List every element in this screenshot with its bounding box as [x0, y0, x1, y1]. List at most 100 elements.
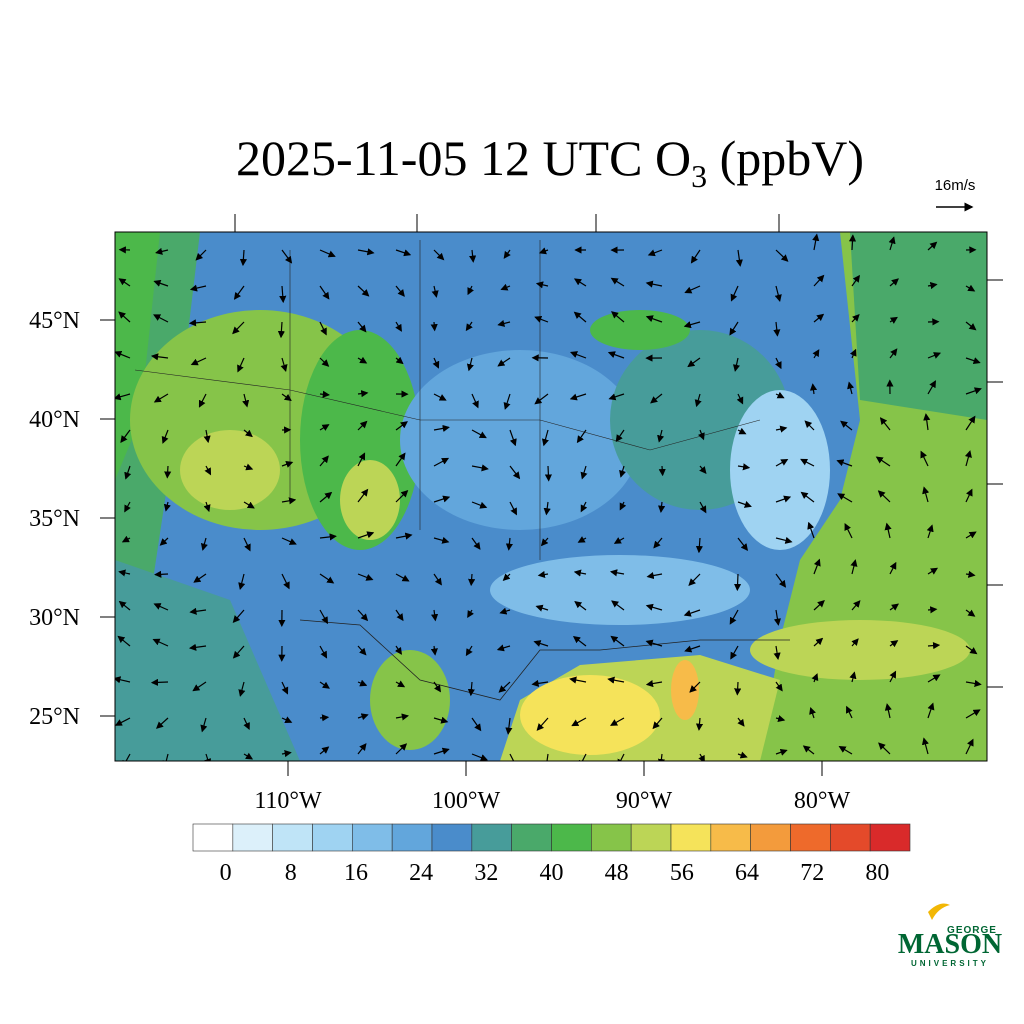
wind-arrow: [357, 573, 374, 581]
colorbar-label: 64: [735, 860, 759, 886]
wind-arrow: [533, 640, 549, 647]
wind-arrow: [467, 285, 474, 296]
colorbar-label: 16: [344, 860, 368, 886]
wind-arrow: [471, 501, 488, 509]
wind-arrow: [578, 753, 587, 761]
wind-arrow: [775, 536, 793, 544]
wind-arrow: [431, 285, 439, 298]
wind-arrow: [496, 644, 511, 652]
wind-arrow: [469, 249, 477, 263]
wind-arrow: [159, 537, 169, 546]
wind-arrow: [357, 420, 368, 431]
wind-arrow: [471, 429, 487, 439]
wind-arrow: [531, 679, 549, 687]
wind-arrow: [153, 393, 169, 403]
wind-arrow: [877, 490, 891, 503]
wind-arrow: [395, 532, 413, 540]
wind-arrow: [775, 357, 782, 370]
wind-arrow: [319, 390, 330, 398]
wind-arrow: [811, 673, 819, 683]
wind-arrow: [965, 284, 976, 292]
wind-arrow: [281, 249, 293, 264]
wind-arrow: [190, 357, 207, 366]
wind-arrow: [538, 247, 549, 255]
wind-arrow: [736, 393, 744, 405]
wind-arrow: [645, 603, 663, 611]
colorbar-label: 40: [540, 860, 564, 886]
wind-arrow: [395, 452, 406, 467]
wind-arrow: [540, 537, 549, 547]
wind-arrow: [198, 393, 207, 408]
wind-arrow: [775, 748, 788, 756]
wind-arrow: [433, 573, 442, 586]
frame-ticks: [234, 214, 1003, 688]
wind-arrow: [541, 429, 549, 447]
wind-arrow: [646, 571, 663, 580]
wind-arrow: [243, 501, 255, 509]
wind-arrow: [509, 501, 517, 516]
wind-arrow: [233, 285, 245, 300]
wind-arrow: [433, 747, 450, 755]
wind-arrow: [238, 681, 246, 697]
wind-arrow: [357, 248, 375, 256]
wind-arrow: [737, 427, 747, 435]
colorbar-label: 24: [409, 860, 433, 886]
wind-arrow: [534, 393, 549, 405]
wind-arrow: [645, 639, 663, 647]
wind-arrow: [875, 456, 891, 467]
wind-arrow: [965, 738, 974, 755]
colorbar-box: [431, 823, 473, 852]
wind-arrow: [849, 671, 857, 683]
wind-arrow: [657, 753, 665, 761]
wind-arrow: [729, 609, 739, 625]
wind-arrow: [645, 679, 663, 688]
colorbar-box: [551, 823, 592, 852]
wind-arrow: [688, 573, 701, 586]
wind-arrow: [468, 573, 476, 587]
wind-arrow: [965, 357, 981, 365]
wind-arrow: [279, 285, 287, 304]
wind-arrow: [573, 569, 587, 577]
logo-bottom: UNIVERSITY: [911, 959, 989, 968]
wind-arrow: [580, 465, 588, 480]
lat-label: 35°N: [29, 506, 80, 532]
wind-arrow: [319, 357, 330, 367]
wind-arrow: [889, 603, 899, 611]
title-subscript: 3: [691, 158, 707, 194]
wind-arrow: [837, 493, 853, 503]
wind-arrow: [115, 676, 131, 684]
wind-arrow: [357, 609, 369, 622]
wind-arrow: [775, 425, 788, 433]
wind-arrow: [813, 600, 825, 611]
wind-arrow: [775, 715, 786, 723]
wind-arrow: [281, 750, 292, 758]
wind-arrow: [965, 531, 977, 539]
wind-arrow: [813, 558, 821, 575]
wind-arrow: [812, 233, 820, 251]
wind-arrow: [281, 681, 289, 695]
wind-arrow: [188, 319, 207, 327]
title: 2025-11-05 12 UTC O3 (ppbV): [236, 130, 864, 194]
wind-arrow: [395, 573, 410, 582]
wind-arrow: [965, 415, 976, 431]
wind-arrow: [807, 521, 815, 539]
colorbar-box: [790, 823, 831, 852]
wind-arrow: [189, 284, 207, 292]
wind-arrow: [851, 313, 860, 323]
wind-arrow: [204, 753, 212, 761]
wind-arrow: [395, 743, 408, 755]
wind-arrow: [357, 743, 367, 755]
wind-arrow: [118, 311, 131, 323]
wind-arrow: [498, 681, 511, 693]
wind-arrow: [466, 357, 474, 372]
wind-arrow: [188, 643, 207, 651]
wind-arrow: [965, 645, 978, 655]
wind-arrow: [319, 645, 328, 659]
wind-arrow: [775, 391, 785, 399]
wind-arrow: [535, 281, 549, 289]
wind-arrow: [965, 609, 976, 617]
colorbar-box: [591, 823, 632, 852]
wind-arrow: [243, 429, 253, 438]
wind-arrow: [619, 501, 627, 511]
wind-arrow: [737, 501, 752, 508]
